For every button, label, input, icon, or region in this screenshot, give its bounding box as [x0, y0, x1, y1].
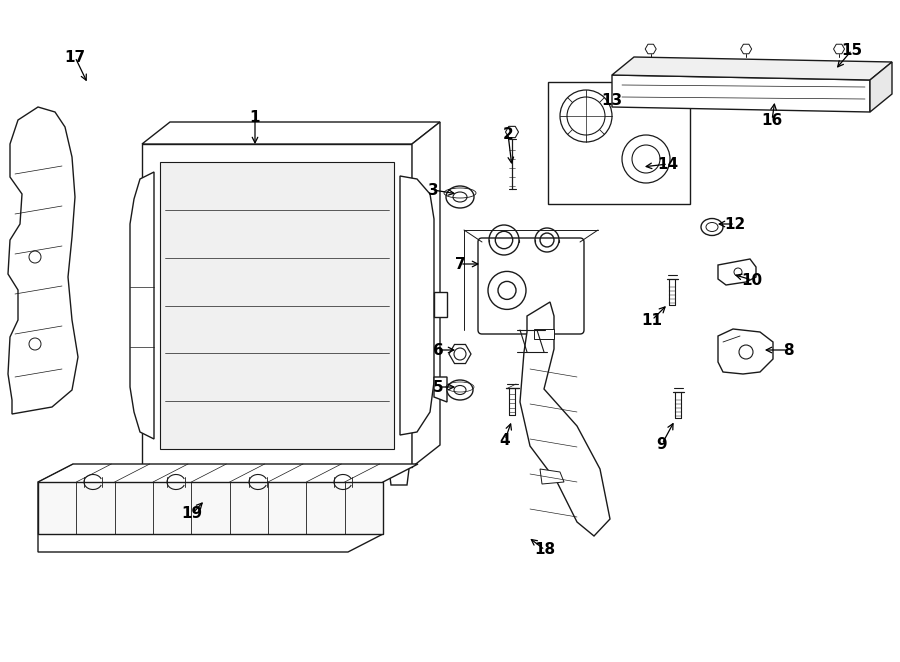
Polygon shape [142, 122, 440, 144]
Polygon shape [718, 329, 773, 374]
Text: 11: 11 [642, 312, 662, 328]
Polygon shape [833, 44, 844, 54]
Ellipse shape [446, 186, 474, 208]
Text: 16: 16 [761, 113, 783, 128]
Polygon shape [449, 344, 471, 363]
Polygon shape [434, 292, 447, 317]
Ellipse shape [701, 218, 723, 236]
Polygon shape [520, 302, 610, 536]
Polygon shape [534, 329, 554, 339]
Text: 18: 18 [535, 542, 555, 557]
Bar [548, 82, 690, 204]
Polygon shape [142, 144, 412, 467]
Polygon shape [718, 259, 756, 285]
Polygon shape [349, 469, 369, 485]
Ellipse shape [447, 380, 473, 400]
Text: 4: 4 [500, 432, 510, 448]
Text: 12: 12 [724, 216, 745, 232]
Text: 15: 15 [842, 42, 862, 58]
Text: 9: 9 [657, 436, 667, 451]
Text: 7: 7 [454, 256, 465, 271]
Polygon shape [645, 44, 656, 54]
Polygon shape [506, 126, 518, 138]
Polygon shape [38, 464, 418, 552]
Polygon shape [130, 172, 154, 439]
Polygon shape [741, 44, 751, 54]
Text: 6: 6 [433, 342, 444, 357]
Polygon shape [870, 62, 892, 112]
Text: 17: 17 [65, 50, 86, 64]
Text: 3: 3 [428, 183, 438, 197]
Polygon shape [160, 162, 394, 449]
Polygon shape [38, 482, 383, 534]
Text: 14: 14 [657, 156, 679, 171]
Polygon shape [434, 377, 447, 402]
Text: 2: 2 [502, 126, 513, 142]
Polygon shape [400, 176, 434, 435]
Polygon shape [540, 469, 564, 484]
Text: 8: 8 [783, 342, 793, 357]
Polygon shape [389, 469, 409, 485]
Polygon shape [8, 107, 78, 414]
Text: 5: 5 [433, 379, 444, 395]
Text: 19: 19 [182, 506, 202, 522]
Polygon shape [612, 57, 892, 80]
Text: 10: 10 [742, 273, 762, 287]
Polygon shape [175, 469, 199, 489]
Text: 13: 13 [601, 93, 623, 107]
Polygon shape [355, 469, 379, 489]
Polygon shape [412, 122, 440, 467]
Polygon shape [612, 75, 870, 112]
FancyBboxPatch shape [478, 238, 584, 334]
Text: 1: 1 [250, 109, 260, 124]
